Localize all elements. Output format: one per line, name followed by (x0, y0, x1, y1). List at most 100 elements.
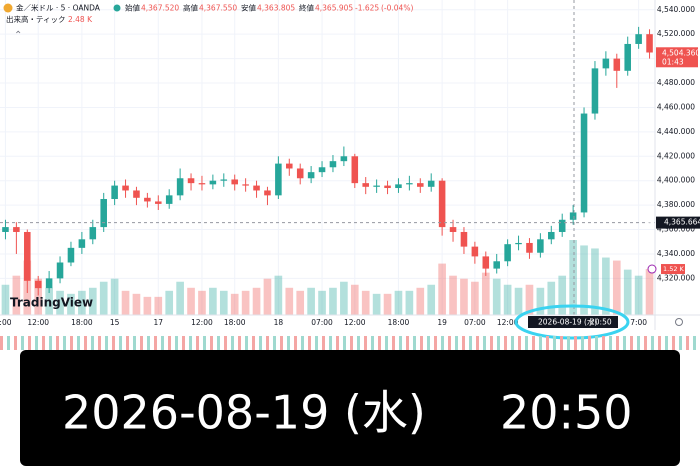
candle-body (100, 199, 107, 228)
candle-body (56, 262, 64, 279)
zoom-date: 2026-08-19 (水) (62, 386, 426, 440)
candle-body (646, 34, 653, 53)
candle-body (351, 156, 359, 184)
x-tick-label: 19 (437, 318, 447, 327)
volume-bar (241, 290, 250, 315)
ohlc-name: 始値 (125, 3, 140, 13)
volume-bar (569, 240, 577, 315)
volume-bar (99, 281, 108, 315)
candle-body (253, 185, 260, 191)
y-tick-label: 4,380.000 (657, 200, 695, 209)
ohlc-name: 終値 (299, 3, 314, 13)
candle-body (493, 261, 500, 269)
y-tick-label: 4,400.000 (657, 176, 695, 185)
volume-bar (274, 275, 283, 315)
volume-bar (580, 245, 588, 315)
volume-bar (558, 275, 567, 315)
volume-bar (514, 287, 523, 315)
candle-body (373, 185, 380, 187)
candle-body (165, 195, 173, 204)
x-tick-label: 12:00 (191, 318, 213, 327)
candle-body (220, 179, 228, 181)
volume-bar (372, 293, 381, 315)
volume-bar (634, 275, 643, 315)
candle-body (329, 161, 337, 168)
candle-body (602, 58, 610, 69)
candle-body (406, 183, 413, 185)
collapse-icon: ⌃ (14, 30, 22, 41)
volume-bar (209, 287, 217, 315)
volume-bar (187, 287, 195, 315)
candle-body (449, 227, 457, 232)
volume-bar (623, 269, 632, 315)
volume-bar (394, 290, 403, 315)
candle-body (34, 280, 42, 289)
crosshair-price-box (656, 216, 700, 229)
x-tick-label: 12:00 (497, 318, 519, 327)
candle-body (231, 179, 238, 185)
volume-bar (34, 278, 43, 315)
watermark: TradingView (10, 296, 93, 310)
candle-body (286, 163, 293, 169)
candle-body (482, 256, 490, 269)
x-tick-label: 15 (110, 318, 120, 327)
candle-body (537, 239, 544, 253)
candle-body (89, 227, 97, 240)
candle-body (624, 43, 631, 71)
volume-bar (503, 284, 512, 315)
volume-bar (383, 293, 392, 315)
candle-body (122, 185, 129, 191)
volume-bar (340, 281, 348, 315)
x-tick-label: 18:00 (71, 318, 93, 327)
ohlc-name: 安値 (241, 3, 256, 13)
volume-bar (492, 278, 501, 315)
volume-bar (481, 272, 490, 315)
volume-tag-box (661, 264, 685, 275)
candle-body (613, 58, 621, 71)
candle-body (548, 231, 555, 240)
candle-body (362, 183, 369, 187)
last-price: 4,504.360 (662, 48, 700, 57)
volume-bar (252, 287, 261, 315)
x-tick-label: 07:00 (464, 318, 486, 327)
countdown: 01:43 (662, 57, 684, 66)
x-tick-label: 12:00 (27, 318, 49, 327)
candle-body (198, 183, 206, 185)
volume-bar (471, 281, 479, 315)
candle-body (395, 184, 402, 189)
candle-body (318, 167, 326, 173)
volume-bar (361, 290, 370, 315)
ohlc-value: 4,367.520 (141, 4, 179, 13)
volume-bar (416, 287, 425, 315)
volume-bar (405, 290, 414, 315)
volume-bar (536, 287, 545, 315)
x-tick-label: :00 (0, 318, 12, 327)
y-tick-label: 4,440.000 (657, 127, 695, 136)
volume-bar (56, 290, 64, 315)
candle-body (13, 227, 20, 232)
candle-body (187, 178, 195, 184)
x-tick-label: 18:00 (224, 318, 246, 327)
volume-bar (263, 278, 272, 315)
y-tick-label: 4,320.000 (657, 273, 695, 282)
symbol-title: 金／米ドル · 5 · OANDA (16, 3, 101, 13)
ohlc-value: 4,365.905 (315, 4, 353, 13)
candle-body (307, 172, 315, 179)
x-tick-label: 18:00 (388, 318, 410, 327)
candle-body (438, 180, 446, 228)
change: -1.625 (355, 4, 379, 13)
y-tick-label: 4,460.000 (657, 102, 695, 111)
candle-body (24, 231, 31, 281)
volume-bar (591, 248, 599, 315)
candle-body (515, 242, 522, 245)
candle-body (111, 185, 118, 200)
volume-bar (1, 284, 10, 315)
volume-name: 出来高・ティック (6, 14, 66, 24)
volume-value: 2.48 K (68, 15, 93, 24)
volume-bar (525, 284, 534, 315)
zoom-time: 20:50 (500, 386, 633, 440)
candle-body (427, 180, 435, 187)
x-tick-label: 17 (154, 318, 164, 327)
